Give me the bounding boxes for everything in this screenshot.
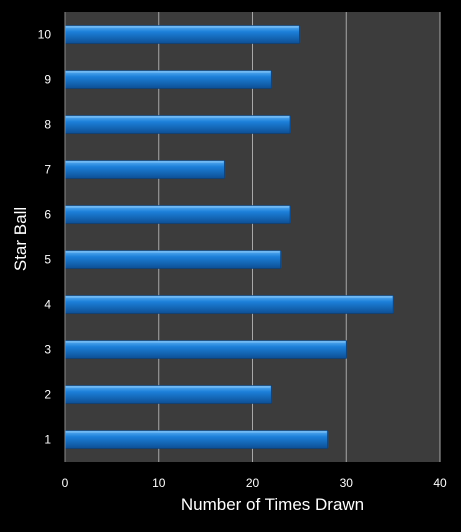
y-tick-label: 5 [44, 253, 51, 267]
y-tick-label: 8 [44, 118, 51, 132]
bar-rect [64, 385, 272, 404]
bar-rect [64, 25, 300, 44]
y-tick-label: 4 [44, 298, 51, 312]
x-tick-label: 10 [152, 476, 166, 490]
bar-rect [64, 340, 347, 359]
bar-rect [64, 205, 291, 224]
x-tick-label: 40 [433, 476, 447, 490]
y-tick-label: 7 [44, 163, 51, 177]
y-tick-label: 6 [44, 208, 51, 222]
y-tick-label: 9 [44, 73, 51, 87]
bar-9 [64, 70, 273, 89]
bar-3 [64, 340, 348, 359]
bar-rect [64, 160, 225, 179]
y-tick-label: 1 [44, 433, 51, 447]
y-tick-label: 2 [44, 388, 51, 402]
tick-labels: 1 2 3 4 5 6 7 8 9 10 0 10 20 30 40 [38, 28, 447, 491]
x-tick-label: 0 [62, 476, 69, 490]
bar-10 [64, 25, 301, 44]
bar-rect [64, 295, 394, 314]
y-axis-title: Star Ball [11, 207, 30, 271]
y-tick-label: 3 [44, 343, 51, 357]
bar-rect [64, 250, 281, 269]
bar-6 [64, 205, 291, 224]
bar-5 [64, 250, 282, 269]
x-axis-title: Number of Times Drawn [181, 495, 364, 514]
bar-7 [64, 160, 226, 179]
bars [64, 25, 395, 449]
bar-rect [64, 115, 291, 134]
bar-rect [64, 70, 272, 89]
bar-1 [64, 430, 329, 449]
y-tick-label: 10 [38, 28, 52, 42]
bar-rect [64, 430, 328, 449]
bar-2 [64, 385, 273, 404]
bar-4 [64, 295, 395, 314]
x-tick-label: 20 [246, 476, 260, 490]
x-tick-label: 30 [340, 476, 354, 490]
bar-8 [64, 115, 291, 134]
